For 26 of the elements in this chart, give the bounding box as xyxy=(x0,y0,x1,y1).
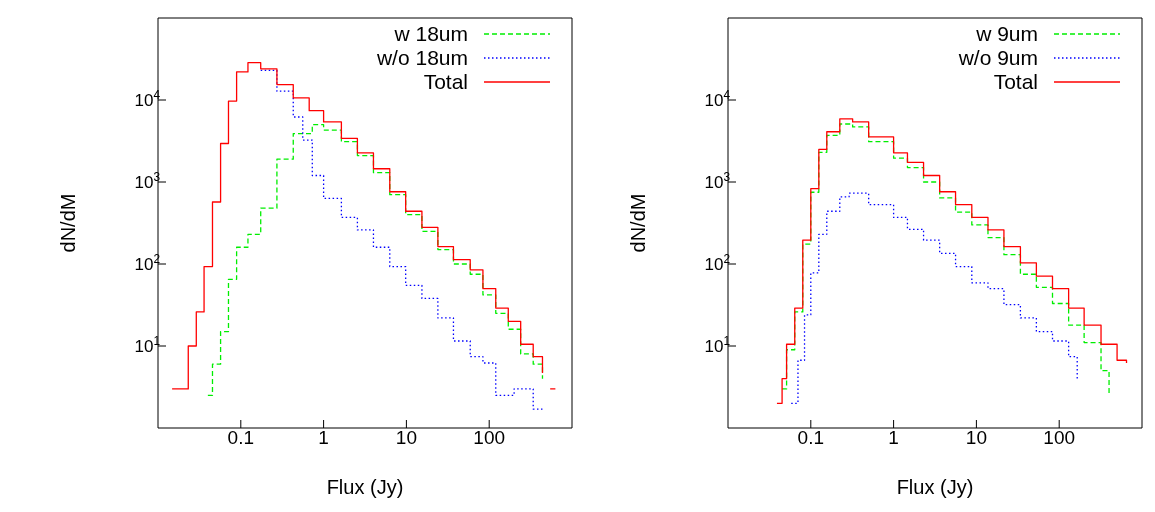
y-tick-label: 10$^{4}$ xyxy=(134,88,161,110)
x-tick-label: 100 xyxy=(473,427,506,448)
y-axis-title: dN/dM xyxy=(57,193,80,253)
x-tick-label: 1 xyxy=(888,427,899,448)
x-tick-label: 0.1 xyxy=(227,427,255,448)
legend-label: w/o 9um xyxy=(958,46,1038,70)
x-tick-label: 10 xyxy=(965,427,987,448)
legend-label: w 9um xyxy=(976,22,1038,46)
y-tick-label: 10$^{3}$ xyxy=(704,170,731,192)
legend-label: w/o 18um xyxy=(376,46,468,70)
y-tick-label: 10$^{2}$ xyxy=(704,252,731,274)
y-tick-label: 10$^{3}$ xyxy=(134,170,161,192)
x-tick-label: 1 xyxy=(318,427,329,448)
legend-label: Total xyxy=(423,70,468,94)
legend-label: w 18um xyxy=(394,22,468,46)
x-tick-label: 0.1 xyxy=(797,427,825,448)
x-axis-title: Flux (Jy) xyxy=(896,476,974,498)
y-tick-label: 10$^{1}$ xyxy=(704,334,731,356)
y-tick-label: 10$^{4}$ xyxy=(704,88,731,110)
y-tick-label: 10$^{2}$ xyxy=(134,252,161,274)
y-axis-title: dN/dM xyxy=(627,193,650,253)
x-axis-title: Flux (Jy) xyxy=(326,476,404,498)
x-tick-label: 100 xyxy=(1043,427,1076,448)
y-tick-label: 10$^{1}$ xyxy=(134,334,161,356)
legend-label: Total xyxy=(993,70,1038,94)
x-tick-label: 10 xyxy=(395,427,417,448)
